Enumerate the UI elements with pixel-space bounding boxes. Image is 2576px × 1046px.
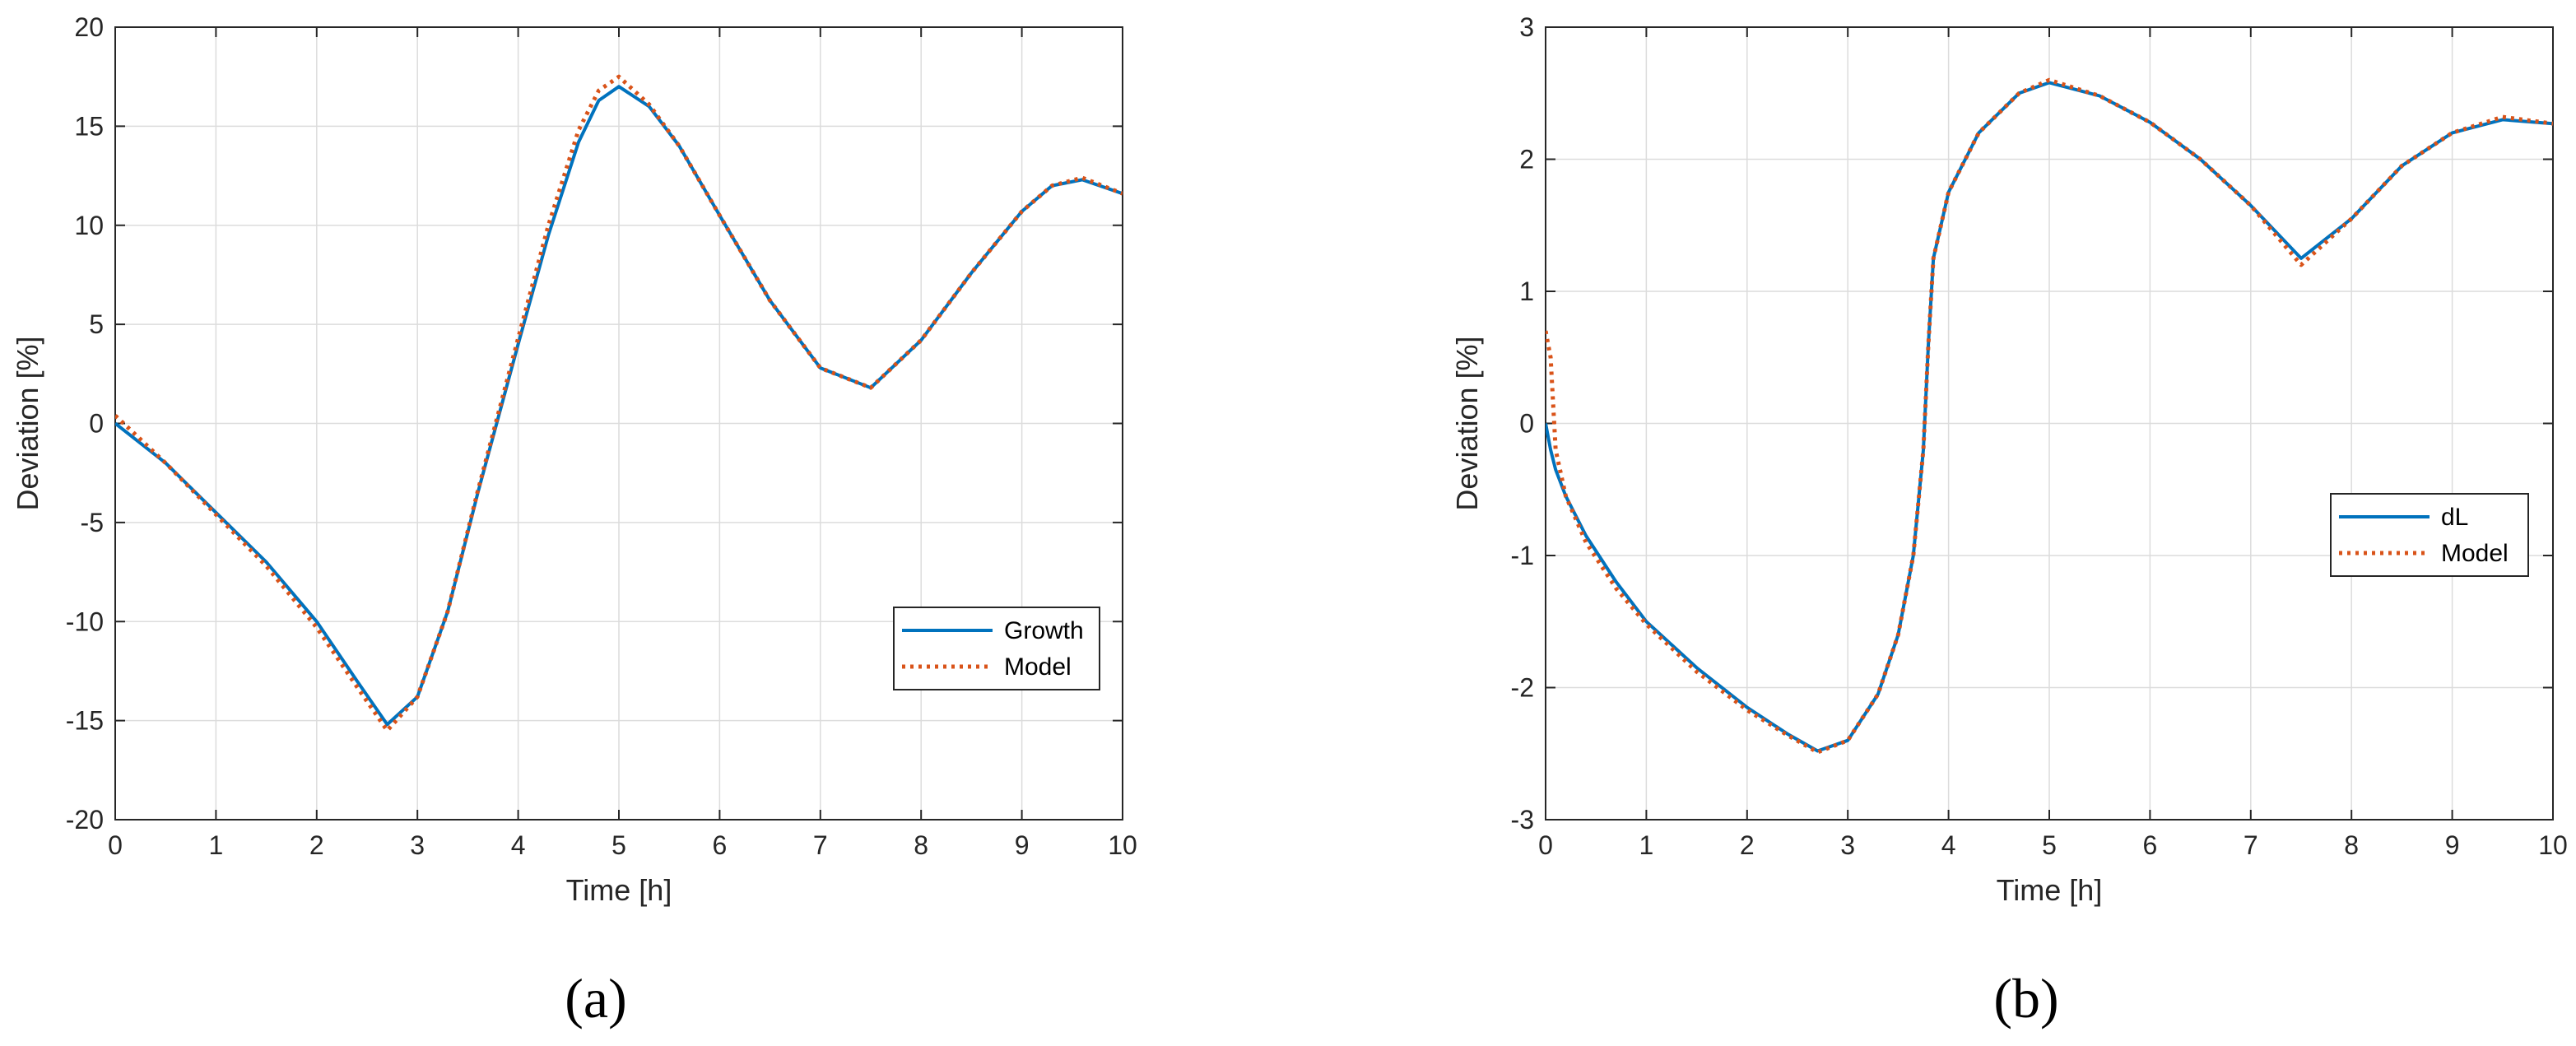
y-tick-label: -15 bbox=[66, 706, 104, 736]
x-tick-label: 8 bbox=[2344, 830, 2359, 860]
y-tick-label: 5 bbox=[89, 309, 104, 339]
y-axis-label: Deviation [%] bbox=[1450, 336, 1484, 510]
x-tick-label: 7 bbox=[2244, 830, 2258, 860]
legend-label-growth: Growth bbox=[1004, 617, 1084, 644]
y-tick-label: -10 bbox=[66, 607, 104, 636]
legend-box bbox=[893, 607, 1100, 690]
y-tick-label: 0 bbox=[89, 409, 104, 439]
y-tick-label: 15 bbox=[74, 111, 104, 141]
x-tick-label: 9 bbox=[2445, 830, 2460, 860]
x-tick-label: 5 bbox=[611, 830, 626, 860]
x-tick-label: 6 bbox=[713, 830, 728, 860]
y-tick-label: -1 bbox=[1511, 541, 1534, 570]
x-tick-label: 10 bbox=[2538, 830, 2568, 860]
y-tick-label: 1 bbox=[1519, 277, 1534, 306]
y-tick-label: 2 bbox=[1519, 145, 1534, 174]
y-tick-label: -2 bbox=[1511, 673, 1534, 703]
x-tick-label: 6 bbox=[2143, 830, 2158, 860]
y-tick-label: -3 bbox=[1511, 805, 1534, 834]
y-tick-label: 10 bbox=[74, 211, 104, 240]
y-axis-label: Deviation [%] bbox=[11, 336, 44, 510]
x-tick-label: 1 bbox=[209, 830, 224, 860]
x-axis-label: Time [h] bbox=[566, 873, 672, 907]
y-tick-label: -5 bbox=[81, 508, 104, 537]
legend-label-dl: dL bbox=[2441, 504, 2468, 531]
x-tick-label: 2 bbox=[309, 830, 324, 860]
x-tick-label: 5 bbox=[2042, 830, 2057, 860]
y-tick-label: 0 bbox=[1519, 409, 1534, 439]
x-tick-label: 2 bbox=[1740, 830, 1755, 860]
x-tick-label: 1 bbox=[1639, 830, 1654, 860]
x-tick-label: 8 bbox=[914, 830, 928, 860]
x-tick-label: 0 bbox=[108, 830, 123, 860]
x-tick-label: 9 bbox=[1015, 830, 1030, 860]
x-tick-label: 4 bbox=[511, 830, 526, 860]
x-tick-label: 4 bbox=[1941, 830, 1956, 860]
y-tick-label: 20 bbox=[74, 12, 104, 42]
chart-panel-a: 0 1 2 3 4 5 6 7 8 9 10 -20 -15 -10 -5 0 5 10 15 20 Time [h] D… bbox=[11, 12, 1137, 1030]
legend-box bbox=[2330, 493, 2529, 577]
chart-panel-b: 0 1 2 3 4 5 6 7 8 9 10 -3 -2 -1 0 1 2 3 Time [h] Deviation … bbox=[1450, 12, 2568, 1030]
x-tick-label: 10 bbox=[1108, 830, 1137, 860]
x-tick-label: 3 bbox=[1840, 830, 1855, 860]
panel-label: (a) bbox=[565, 967, 626, 1030]
legend-label-model: Model bbox=[1004, 653, 1072, 681]
panel-label: (b) bbox=[1993, 967, 2058, 1030]
x-axis-label: Time [h] bbox=[1997, 873, 2103, 907]
x-tick-label: 7 bbox=[813, 830, 828, 860]
x-tick-label: 0 bbox=[1538, 830, 1553, 860]
x-tick-label: 3 bbox=[410, 830, 425, 860]
y-tick-label: 3 bbox=[1519, 12, 1534, 42]
y-tick-label: -20 bbox=[66, 805, 104, 834]
series-line-model bbox=[1546, 77, 2553, 755]
series-line-model bbox=[115, 74, 1123, 733]
legend-label-model: Model bbox=[2441, 540, 2509, 567]
